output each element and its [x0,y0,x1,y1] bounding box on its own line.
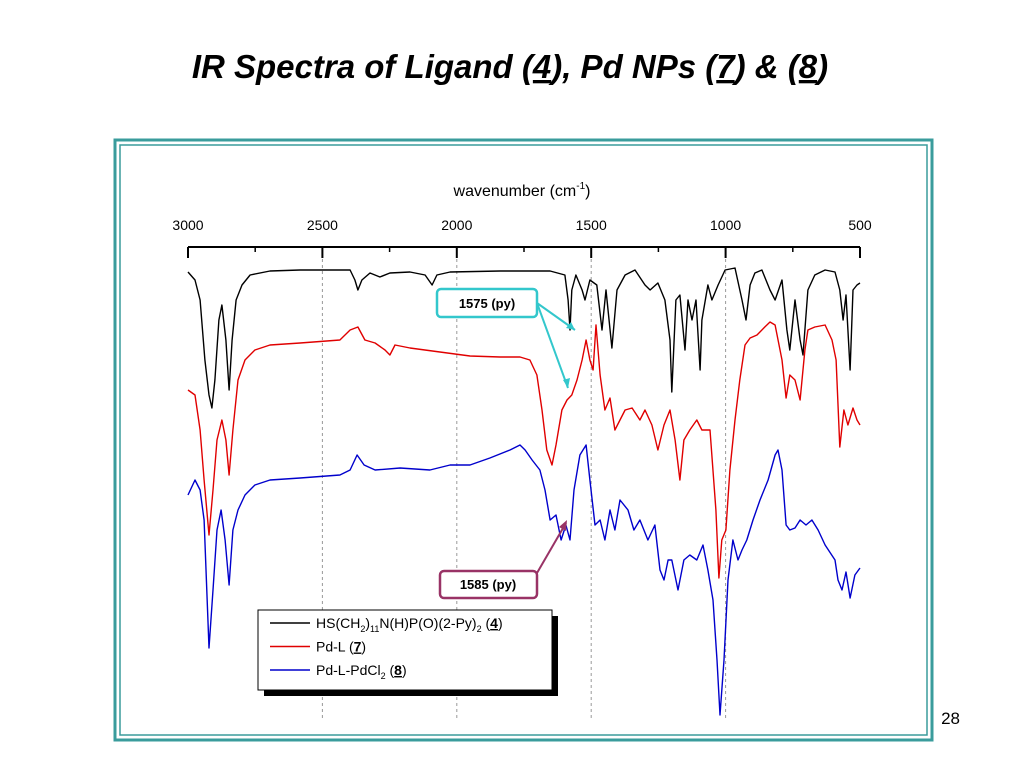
x-axis-label: wavenumber (cm-1) [453,181,591,200]
annotations: 1575 (py) 1585 (py) [435,287,576,600]
arrow-head [563,378,570,388]
annotation-text: 1575 (py) [459,296,515,311]
x-tick-label: 1000 [710,217,741,233]
x-tick-label: 1500 [576,217,607,233]
spectrum-line [187,267,861,409]
spectrum-line [187,444,861,716]
annotation-text: 1585 (py) [460,577,516,592]
spectrum-line [187,321,861,579]
plot-lines [187,267,861,716]
arrow-head [559,520,567,531]
slide-title: IR Spectra of Ligand (4), Pd NPs (7) & (… [192,48,828,85]
x-tick-label: 3000 [172,217,203,233]
x-axis: 3000 2500 2000 1500 1000 500 [172,217,872,258]
legend-label: Pd-L-PdCl2 (8) [316,662,407,681]
legend-label: Pd-L (7) [316,639,366,655]
frame-outer [113,138,934,742]
annotation-box [438,569,539,600]
frame-inner [119,144,928,736]
x-tick-label: 2000 [441,217,472,233]
page-number: 28 [941,709,960,728]
legend: HS(CH2)11N(H)P(O)(2-Py)2 (4) Pd-L (7) Pd-L… [257,609,558,696]
annotation-arrow [536,302,569,389]
annotation-arrow [536,522,567,574]
arrow-head [566,322,575,330]
x-tick-label: 2500 [307,217,338,233]
x-tick-label: 500 [848,217,872,233]
legend-label: HS(CH2)11N(H)P(O)(2-Py)2 (4) [316,615,503,634]
